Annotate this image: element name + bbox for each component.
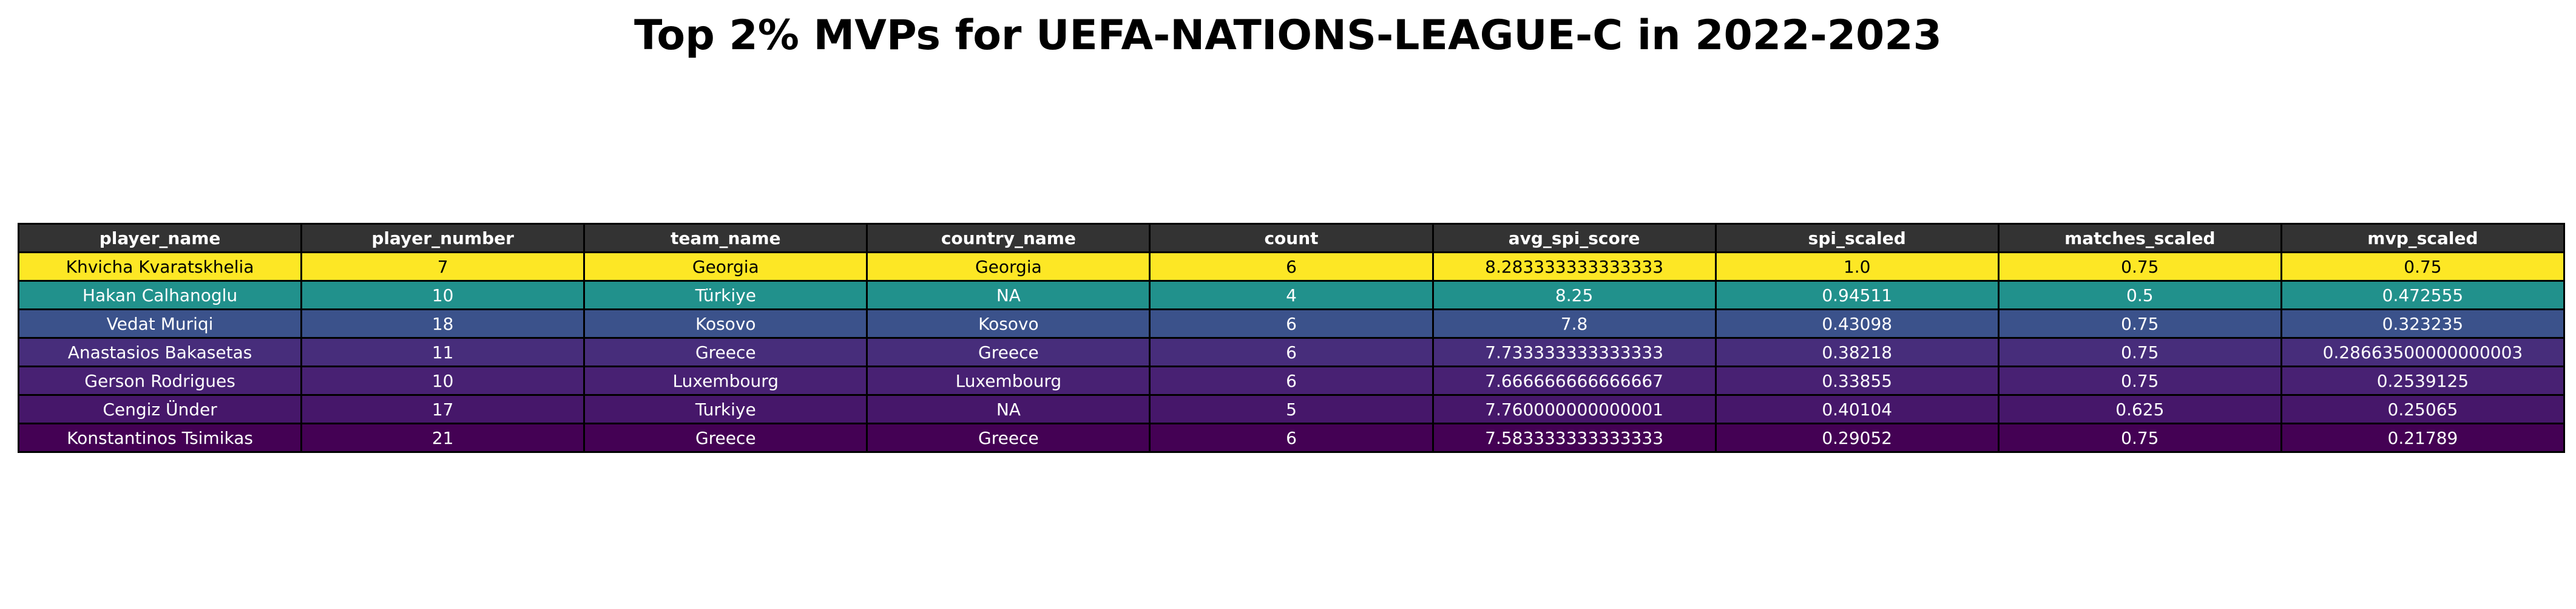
- cell-matches-scaled: 0.75: [1997, 308, 2282, 339]
- cell-player-name: Hakan Calhanoglu: [17, 280, 303, 310]
- table-body: Khvicha Kvaratskhelia 7 Georgia Georgia 6 8.2…: [17, 251, 2566, 453]
- header-matches-scaled: matches_scaled: [1997, 223, 2282, 253]
- cell-player-number: 18: [300, 308, 586, 339]
- cell-avg-spi-score: 7.666666666666667: [1432, 366, 1717, 396]
- cell-team-name: Greece: [583, 337, 868, 367]
- cell-team-name: Turkiye: [583, 394, 868, 424]
- cell-team-name: Türkiye: [583, 280, 868, 310]
- cell-spi-scaled: 0.94511: [1714, 280, 2000, 310]
- cell-country-name: Greece: [866, 423, 1151, 453]
- cell-country-name: Greece: [866, 337, 1151, 367]
- cell-count: 6: [1149, 251, 1434, 282]
- cell-spi-scaled: 0.43098: [1714, 308, 2000, 339]
- cell-matches-scaled: 0.75: [1997, 423, 2282, 453]
- cell-player-name: Konstantinos Tsimikas: [17, 423, 303, 453]
- table-row: Cengiz Ünder 17 Turkiye NA 5 7.76000000000000…: [17, 394, 2566, 424]
- cell-team-name: Georgia: [583, 251, 868, 282]
- cell-team-name: Kosovo: [583, 308, 868, 339]
- header-team-name: team_name: [583, 223, 868, 253]
- header-player-number: player_number: [300, 223, 586, 253]
- cell-player-name: Anastasios Bakasetas: [17, 337, 303, 367]
- cell-avg-spi-score: 7.583333333333333: [1432, 423, 1717, 453]
- header-player-name: player_name: [17, 223, 303, 253]
- cell-avg-spi-score: 7.733333333333333: [1432, 337, 1717, 367]
- cell-player-number: 11: [300, 337, 586, 367]
- cell-spi-scaled: 0.33855: [1714, 366, 2000, 396]
- cell-player-number: 21: [300, 423, 586, 453]
- cell-count: 6: [1149, 423, 1434, 453]
- cell-team-name: Luxembourg: [583, 366, 868, 396]
- cell-country-name: Luxembourg: [866, 366, 1151, 396]
- cell-matches-scaled: 0.5: [1997, 280, 2282, 310]
- table-row: Gerson Rodrigues 10 Luxembourg Luxembourg 6 7…: [17, 366, 2566, 396]
- cell-mvp-scaled: 0.28663500000000003: [2280, 337, 2566, 367]
- cell-mvp-scaled: 0.75: [2280, 251, 2566, 282]
- cell-player-name: Cengiz Ünder: [17, 394, 303, 424]
- cell-avg-spi-score: 7.760000000000001: [1432, 394, 1717, 424]
- cell-matches-scaled: 0.625: [1997, 394, 2282, 424]
- cell-spi-scaled: 0.40104: [1714, 394, 2000, 424]
- table-container: player_name player_number team_name coun…: [17, 223, 2566, 453]
- cell-country-name: Georgia: [866, 251, 1151, 282]
- cell-player-name: Khvicha Kvaratskhelia: [17, 251, 303, 282]
- cell-player-name: Vedat Muriqi: [17, 308, 303, 339]
- cell-mvp-scaled: 0.323235: [2280, 308, 2566, 339]
- table-row: Anastasios Bakasetas 11 Greece Greece 6 7.733…: [17, 337, 2566, 367]
- chart-title: Top 2% MVPs for UEFA-NATIONS-LEAGUE-C in…: [634, 12, 1942, 60]
- cell-avg-spi-score: 8.25: [1432, 280, 1717, 310]
- cell-spi-scaled: 0.29052: [1714, 423, 2000, 453]
- table-header-row: player_name player_number team_name coun…: [17, 223, 2566, 253]
- cell-player-number: 17: [300, 394, 586, 424]
- cell-country-name: NA: [866, 394, 1151, 424]
- cell-count: 6: [1149, 308, 1434, 339]
- cell-player-number: 10: [300, 366, 586, 396]
- header-avg-spi-score: avg_spi_score: [1432, 223, 1717, 253]
- cell-mvp-scaled: 0.25065: [2280, 394, 2566, 424]
- cell-player-number: 7: [300, 251, 586, 282]
- cell-player-name: Gerson Rodrigues: [17, 366, 303, 396]
- header-count: count: [1149, 223, 1434, 253]
- table-row: Khvicha Kvaratskhelia 7 Georgia Georgia 6 8.2…: [17, 251, 2566, 282]
- cell-country-name: Kosovo: [866, 308, 1151, 339]
- cell-country-name: NA: [866, 280, 1151, 310]
- cell-count: 6: [1149, 337, 1434, 367]
- cell-count: 6: [1149, 366, 1434, 396]
- cell-count: 5: [1149, 394, 1434, 424]
- table-row: Vedat Muriqi 18 Kosovo Kosovo 6 7.8 0.43098 0.7…: [17, 308, 2566, 339]
- cell-spi-scaled: 1.0: [1714, 251, 2000, 282]
- cell-matches-scaled: 0.75: [1997, 366, 2282, 396]
- cell-matches-scaled: 0.75: [1997, 337, 2282, 367]
- table-row: Konstantinos Tsimikas 21 Greece Greece 6 7.58…: [17, 423, 2566, 453]
- header-spi-scaled: spi_scaled: [1714, 223, 2000, 253]
- mvp-table: player_name player_number team_name coun…: [17, 223, 2566, 453]
- cell-avg-spi-score: 7.8: [1432, 308, 1717, 339]
- cell-avg-spi-score: 8.283333333333333: [1432, 251, 1717, 282]
- table-row: Hakan Calhanoglu 10 Türkiye NA 4 8.25 0.94511 0…: [17, 280, 2566, 310]
- cell-mvp-scaled: 0.472555: [2280, 280, 2566, 310]
- cell-team-name: Greece: [583, 423, 868, 453]
- cell-spi-scaled: 0.38218: [1714, 337, 2000, 367]
- header-mvp-scaled: mvp_scaled: [2280, 223, 2566, 253]
- cell-mvp-scaled: 0.21789: [2280, 423, 2566, 453]
- cell-count: 4: [1149, 280, 1434, 310]
- cell-mvp-scaled: 0.2539125: [2280, 366, 2566, 396]
- cell-player-number: 10: [300, 280, 586, 310]
- cell-matches-scaled: 0.75: [1997, 251, 2282, 282]
- header-country-name: country_name: [866, 223, 1151, 253]
